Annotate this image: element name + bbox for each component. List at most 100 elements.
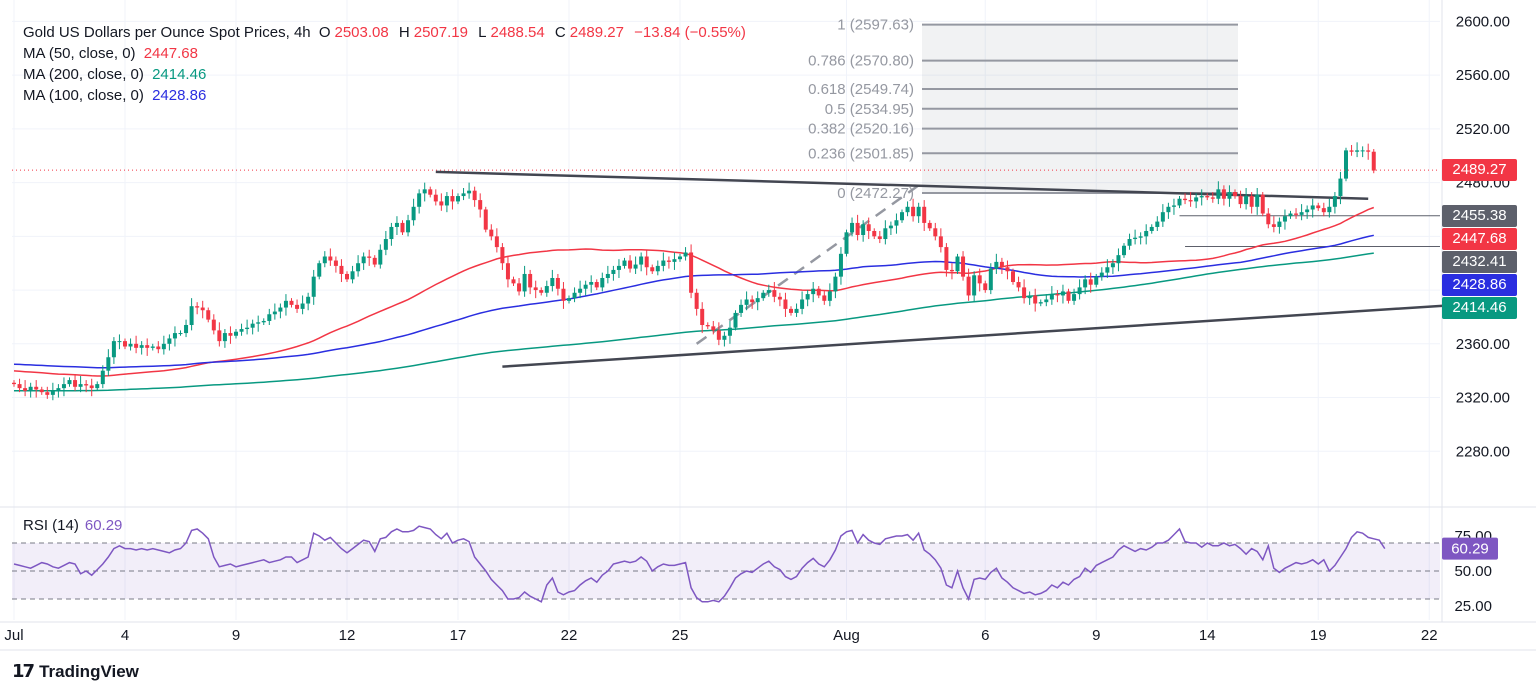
candle [417, 189, 422, 214]
candle [78, 376, 83, 393]
candle [589, 275, 594, 293]
candle-body [949, 269, 954, 272]
candle-body [1160, 212, 1165, 222]
candle-body [339, 265, 344, 274]
candle [966, 268, 971, 301]
candle [894, 213, 899, 234]
candle [1316, 202, 1321, 211]
candle [761, 290, 766, 301]
time-tick-label: Aug [833, 627, 860, 644]
candle [633, 256, 638, 274]
candle-body [300, 303, 305, 309]
candle-body [922, 206, 927, 223]
candle-body [1188, 200, 1193, 202]
candle-body [217, 330, 222, 342]
candle [339, 259, 344, 283]
fib-level-label: 0 (2472.27) [837, 185, 914, 202]
candle-body [61, 384, 66, 389]
candle [367, 249, 372, 266]
candle-body [139, 345, 144, 348]
candle-body [722, 335, 727, 340]
candle-body [1077, 287, 1082, 295]
candle-body [1055, 294, 1060, 296]
price-tick-label: 2280.00 [1456, 443, 1510, 460]
candles [12, 142, 1376, 401]
candle [1133, 229, 1138, 245]
candle-body [500, 247, 505, 264]
candle-body [1249, 196, 1254, 207]
candle-body [550, 277, 555, 287]
candle [1183, 193, 1188, 205]
candle [844, 229, 849, 257]
rsi-label: RSI (14) [23, 517, 79, 534]
time-tick-label: Jul [4, 627, 23, 644]
candle-body [644, 256, 649, 268]
candle-body [1060, 291, 1065, 296]
candle [850, 217, 855, 237]
ma100-legend[interactable]: MA (100, close, 0) 2428.86 [23, 85, 210, 106]
candle-body [511, 279, 516, 284]
candle-body [283, 300, 288, 308]
candle-body [367, 256, 372, 258]
candle-body [111, 341, 116, 358]
ma50-label: MA (50, close, 0) [23, 45, 136, 62]
candle-body [1155, 221, 1160, 227]
candle [794, 303, 799, 317]
candle [1199, 189, 1204, 206]
candle-body [1266, 213, 1271, 225]
candle-body [766, 290, 771, 293]
candle-body [328, 256, 333, 261]
candle [522, 265, 527, 297]
candle-body [955, 256, 960, 272]
candle-body [1033, 295, 1038, 304]
candle [406, 214, 411, 237]
candle [1038, 299, 1043, 307]
candle [267, 308, 272, 326]
candle [555, 273, 560, 296]
candle [772, 282, 777, 303]
candle-body [961, 256, 966, 277]
candle-body [988, 268, 993, 291]
candle [777, 292, 782, 307]
candle-body [916, 206, 921, 217]
ohlc-key: L [478, 24, 487, 41]
candle [639, 252, 644, 272]
candle [422, 182, 427, 202]
candle [622, 257, 627, 269]
candle-body [50, 390, 55, 395]
candle-body [400, 222, 405, 233]
candle-body [1133, 237, 1138, 240]
candle-body [306, 296, 311, 304]
candle-body [1321, 208, 1326, 213]
candle [222, 329, 227, 348]
candle-body [211, 319, 216, 331]
candle [661, 252, 666, 272]
candle-body [1099, 272, 1104, 277]
candle-body [100, 370, 105, 385]
tradingview-logo[interactable]: 𝟭𝟳 TradingView [12, 661, 139, 682]
candle-body [983, 283, 988, 291]
candle-body [494, 236, 499, 248]
candle [411, 198, 416, 226]
candle-body [256, 322, 261, 324]
candle-body [1316, 205, 1321, 209]
candle [811, 282, 816, 303]
ma50-legend[interactable]: MA (50, close, 0) 2447.68 [23, 43, 202, 64]
candle [1249, 192, 1254, 214]
ma100-value: 2428.86 [152, 87, 207, 104]
candle [988, 263, 993, 295]
candle [511, 276, 516, 287]
candle [961, 251, 966, 281]
rsi-legend[interactable]: RSI (14) 60.29 [23, 517, 122, 534]
ma200-legend[interactable]: MA (200, close, 0) 2414.46 [23, 64, 210, 85]
candle [539, 287, 544, 296]
candle [206, 307, 211, 323]
candle [650, 264, 655, 274]
candle-body [1027, 295, 1032, 299]
candle [789, 306, 793, 316]
candle-body [1332, 196, 1337, 207]
price-tag: 2414.46 [1442, 296, 1517, 319]
candle-body [1349, 150, 1354, 152]
candle-body [1122, 245, 1126, 256]
